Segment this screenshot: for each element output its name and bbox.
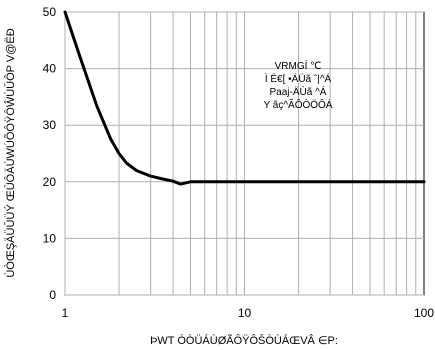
x-tick-label: 10: [238, 306, 252, 320]
y-tick-label: 40: [43, 62, 57, 76]
annotation-line: Ì Ë€[ •ÁÜã ˆ|^Á: [265, 72, 332, 85]
y-tick-label: 0: [49, 288, 56, 302]
y-tick-label: 50: [43, 5, 57, 19]
x-tick-label: 1: [62, 306, 69, 320]
annotation-line: Paaj-ÄÙã ^Á: [270, 85, 327, 98]
y-tick-label: 30: [43, 118, 57, 132]
x-axis-title: ÞWT ÓÒÜÁÙØÃÔŸÔŠÒÙÁŒVÂ ∈P:: [150, 334, 338, 347]
y-axis-title: ÙÒŒŞÄÜŪÜÝ ŒÛÔÄÚWÚÕÔŸÔŴÙŪÔP V@ËĐ: [4, 28, 17, 277]
gridlines: [64, 11, 424, 296]
y-tick-label: 20: [43, 175, 57, 189]
y-tick-label: 10: [43, 231, 57, 245]
x-tick-label: 100: [414, 306, 434, 320]
series-line: [63, 10, 426, 186]
annotation-line: Y ãç^ÃÔÒÖÔÁ: [264, 98, 333, 111]
tick-labels: 0 10 20 30 40 50 1 10 100: [43, 5, 435, 320]
annotation-line: VRMGÍ ℃: [275, 59, 322, 72]
